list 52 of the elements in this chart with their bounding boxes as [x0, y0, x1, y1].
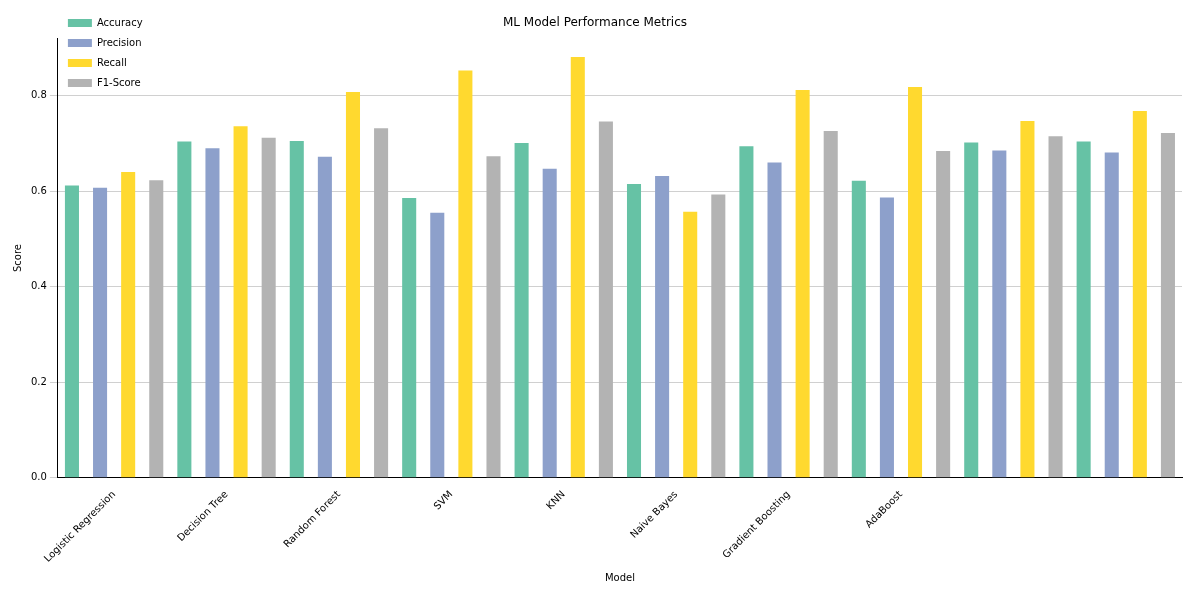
bar	[430, 212, 445, 478]
bar	[655, 175, 670, 478]
bar	[908, 87, 923, 478]
x-axis-title: Model	[604, 571, 635, 583]
bar	[261, 137, 276, 478]
y-tick-label: 0.0	[31, 471, 47, 483]
y-tick-label: 0.8	[31, 89, 47, 101]
bar	[626, 184, 642, 478]
bar	[289, 141, 304, 478]
bar	[149, 180, 164, 478]
bar	[851, 180, 866, 478]
bar	[542, 168, 557, 478]
bar	[1048, 136, 1063, 478]
bar	[767, 162, 782, 478]
bar	[598, 121, 613, 478]
bar	[1076, 141, 1091, 478]
bar	[964, 142, 979, 478]
bar	[121, 172, 136, 478]
bar	[233, 126, 248, 478]
bar	[823, 131, 838, 478]
bar	[879, 197, 894, 478]
legend-label: Recall	[96, 56, 127, 68]
legend-label: Precision	[96, 36, 142, 48]
bar	[317, 156, 332, 478]
y-tick-label: 0.6	[31, 184, 47, 196]
bar	[795, 89, 810, 478]
bar	[570, 57, 585, 478]
bar	[1104, 152, 1119, 478]
y-axis-title: Score	[11, 244, 23, 273]
bar	[345, 91, 360, 478]
y-tick-label: 0.2	[31, 375, 47, 387]
bar	[1160, 132, 1175, 478]
bar	[93, 187, 108, 478]
bar	[374, 128, 389, 478]
bar	[64, 185, 79, 478]
bar	[402, 197, 417, 478]
y-tick-label: 0.4	[31, 280, 47, 292]
bar	[177, 141, 192, 478]
bar	[205, 148, 220, 478]
bar	[486, 156, 501, 478]
bar	[1132, 110, 1147, 478]
bar	[458, 70, 473, 478]
bar	[992, 150, 1007, 478]
bar	[1020, 121, 1035, 478]
bar	[683, 211, 698, 478]
bar	[514, 142, 529, 478]
legend-label: Accuracy	[96, 16, 143, 28]
bar	[739, 146, 754, 478]
bar	[711, 194, 726, 478]
legend-label: F1-Score	[96, 76, 141, 88]
bar	[936, 151, 951, 478]
chart-title: ML Model Performance Metrics	[502, 15, 688, 30]
